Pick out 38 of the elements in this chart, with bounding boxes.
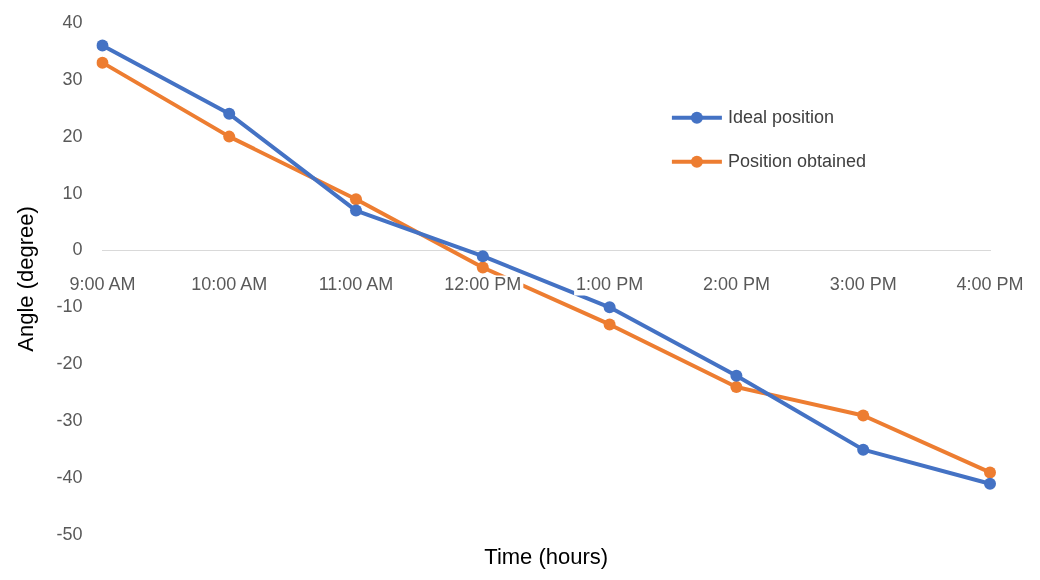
legend-label: Ideal position bbox=[727, 106, 834, 127]
y-tick-label: 40 bbox=[62, 11, 83, 32]
point bbox=[603, 318, 616, 331]
y-tick-label: 10 bbox=[62, 182, 83, 203]
y-tick-label: 30 bbox=[62, 68, 83, 89]
point bbox=[476, 250, 489, 263]
point bbox=[223, 107, 236, 120]
x-tick-label: 9:00 AM bbox=[69, 274, 136, 295]
x-tick-label: 11:00 AM bbox=[318, 274, 394, 295]
y-axis-title: Angle (degree) bbox=[13, 206, 39, 352]
point bbox=[223, 130, 236, 143]
x-tick-label: 3:00 PM bbox=[829, 274, 897, 295]
y-tick-label: -40 bbox=[56, 467, 83, 488]
point bbox=[350, 193, 363, 206]
y-tick-label: 0 bbox=[72, 239, 83, 260]
point bbox=[730, 369, 743, 382]
point bbox=[984, 477, 996, 490]
point bbox=[603, 301, 616, 314]
x-tick-label: 4:00 PM bbox=[956, 274, 1024, 295]
x-tick-label: 1:00 PM bbox=[576, 274, 644, 295]
point bbox=[350, 204, 363, 217]
x-tick-label: 10:00 AM bbox=[191, 274, 268, 295]
x-axis-title: Time (hours) bbox=[484, 544, 609, 570]
x-tick-label: 2:00 PM bbox=[702, 274, 770, 295]
y-tick-label: 20 bbox=[62, 125, 83, 146]
point bbox=[857, 443, 870, 456]
point bbox=[730, 381, 743, 394]
y-tick-label: -50 bbox=[56, 523, 83, 544]
point bbox=[984, 466, 996, 479]
y-tick-label: -10 bbox=[56, 296, 83, 317]
point bbox=[476, 261, 489, 274]
y-tick-label: -20 bbox=[56, 353, 83, 374]
point bbox=[96, 39, 109, 52]
x-tick-label: 12:00 PM bbox=[444, 274, 522, 295]
point bbox=[857, 409, 870, 422]
point bbox=[96, 56, 109, 69]
legend-label: Position obtained bbox=[727, 150, 867, 171]
y-tick-label: -30 bbox=[56, 410, 83, 431]
